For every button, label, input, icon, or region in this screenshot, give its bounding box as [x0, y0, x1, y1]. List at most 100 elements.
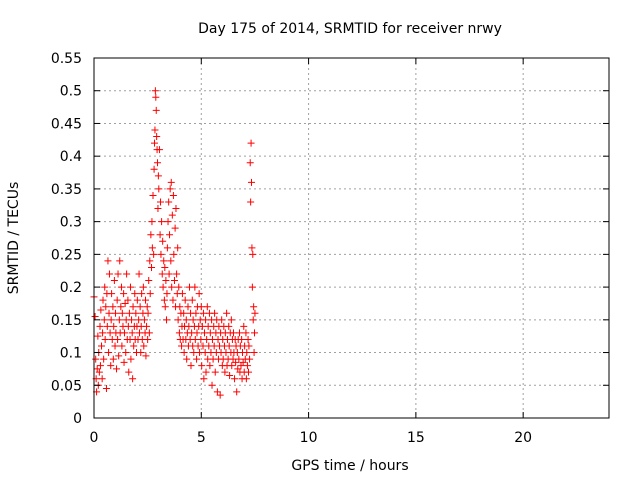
data-point — [132, 309, 140, 317]
data-point — [142, 352, 150, 360]
data-point — [128, 329, 136, 337]
data-point — [109, 303, 117, 311]
data-point — [251, 309, 259, 317]
data-point — [176, 303, 184, 311]
data-point — [160, 257, 168, 265]
data-point — [170, 250, 178, 258]
grid — [94, 58, 609, 418]
data-point — [229, 329, 237, 337]
data-point — [113, 296, 121, 304]
data-point — [180, 349, 188, 357]
data-point — [154, 159, 162, 167]
data-point — [143, 303, 151, 311]
data-point — [91, 313, 99, 321]
data-point — [189, 316, 197, 324]
data-point — [155, 146, 163, 154]
data-point — [192, 309, 200, 317]
data-point — [158, 218, 166, 226]
data-point — [198, 362, 206, 370]
data-point — [123, 270, 131, 278]
data-point — [203, 303, 211, 311]
x-tick-label: 10 — [300, 430, 318, 446]
data-point — [178, 342, 186, 350]
data-point — [173, 270, 181, 278]
data-point — [152, 93, 160, 101]
data-point — [124, 322, 132, 330]
data-point — [247, 139, 255, 147]
data-point — [101, 335, 109, 343]
data-point — [208, 381, 216, 389]
data-point — [148, 218, 156, 226]
axis-ticks: 0 0.05 0.1 0.15 0.2 0.25 0.3 0.35 0.4 0.45 0.5 0.55… — [51, 51, 609, 446]
data-point — [111, 309, 119, 317]
data-point — [110, 322, 118, 330]
data-point — [149, 191, 157, 199]
y-tick-label: 0.1 — [60, 346, 82, 362]
data-point — [232, 358, 240, 366]
data-point — [174, 316, 182, 324]
data-point — [137, 349, 145, 357]
data-point — [104, 257, 112, 265]
data-point — [130, 342, 138, 350]
data-point — [100, 316, 108, 324]
data-point — [188, 296, 196, 304]
data-point — [184, 303, 192, 311]
data-point — [250, 349, 258, 357]
data-point — [122, 349, 130, 357]
data-point — [109, 355, 117, 363]
data-point — [244, 335, 252, 343]
data-point — [216, 391, 224, 399]
data-point — [163, 290, 171, 298]
data-point — [227, 316, 235, 324]
data-point — [99, 296, 107, 304]
data-point — [163, 244, 171, 252]
data-point — [162, 277, 170, 285]
data-point — [225, 322, 233, 330]
data-point — [126, 283, 134, 291]
data-point — [135, 270, 143, 278]
data-point — [243, 362, 251, 370]
data-point — [94, 332, 102, 340]
data-point — [146, 290, 154, 298]
data-point — [163, 316, 171, 324]
data-point — [156, 231, 164, 239]
data-point — [150, 165, 158, 173]
data-point — [98, 375, 106, 383]
data-point — [115, 316, 123, 324]
y-tick-label: 0.05 — [51, 378, 82, 394]
data-point — [187, 362, 195, 370]
data-point — [183, 355, 191, 363]
x-tick-label: 0 — [90, 430, 99, 446]
data-point — [110, 277, 118, 285]
data-point — [175, 329, 183, 337]
data-point — [180, 309, 188, 317]
data-point — [107, 316, 115, 324]
y-tick-label: 0.45 — [51, 116, 82, 132]
data-point — [148, 244, 156, 252]
data-point — [178, 290, 186, 298]
data-point — [143, 322, 151, 330]
data-point — [174, 244, 182, 252]
data-point — [161, 263, 169, 271]
data-point — [206, 362, 214, 370]
y-axis-label: SRMTID / TECUs — [6, 182, 22, 295]
data-point — [153, 133, 161, 141]
data-point — [193, 329, 201, 337]
y-tick-label: 0.5 — [60, 84, 82, 100]
data-point — [191, 283, 199, 291]
data-point — [115, 352, 123, 360]
data-point — [154, 205, 162, 213]
data-point — [129, 375, 137, 383]
data-point — [127, 355, 135, 363]
data-point — [175, 283, 183, 291]
data-point — [142, 296, 149, 304]
data-point — [167, 178, 175, 186]
y-tick-label: 0.25 — [51, 247, 82, 263]
data-point — [231, 375, 239, 383]
data-point — [235, 355, 243, 363]
data-point — [144, 335, 152, 343]
data-point — [125, 309, 133, 317]
data-point — [248, 178, 256, 186]
data-point — [226, 371, 234, 379]
data-point — [158, 270, 166, 278]
